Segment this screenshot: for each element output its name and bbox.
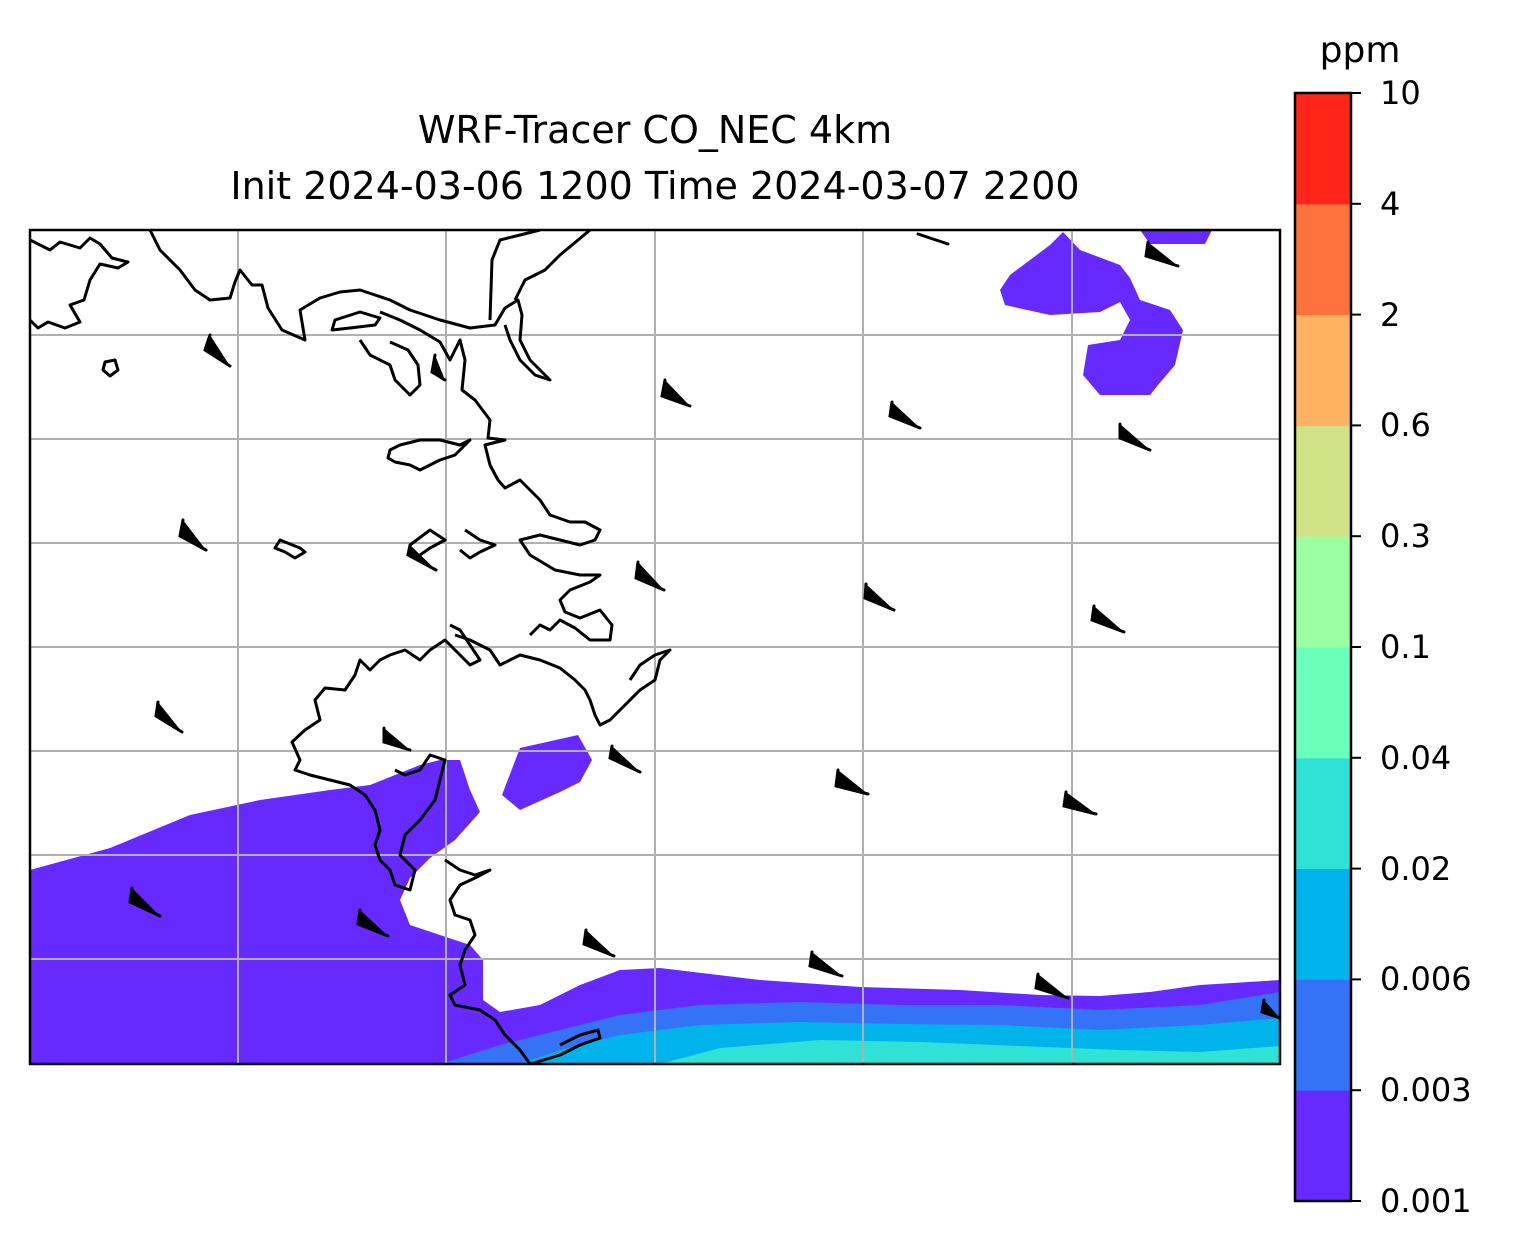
colorbar-band [1295,647,1351,759]
wind-barb [1144,240,1180,268]
gridlines [30,230,1280,1064]
wind-barb [660,378,692,408]
wind-barb [863,582,896,612]
map-frame [28,228,1282,1066]
colorbar-tick-label: 0.003 [1380,1071,1472,1110]
colorbar-band [1295,314,1351,426]
coastline-lower [444,858,602,1064]
coastline-cape [454,633,672,727]
colorbar-tick-label: 2 [1380,295,1401,334]
wind-barb [382,726,412,752]
wind-barb [582,928,616,958]
wind-barb [834,768,870,796]
chart-title-line2: Init 2024-03-06 1200 Time 2024-03-07 220… [230,164,1080,208]
colorbar-tick-label: 0.1 [1380,628,1431,666]
wind-barb [916,232,950,246]
colorbar-tick-label: 10 [1380,74,1421,112]
coastline-river [488,230,591,321]
coastline-south [290,623,482,892]
wind-barb [430,353,447,382]
wind-barb [154,700,184,734]
coastline-main [30,236,130,330]
coastline-islands3 [409,528,497,560]
colorbar-tick-label: 0.001 [1380,1182,1472,1220]
wind-barb [406,543,438,572]
coastline-peninsula [379,310,614,642]
colorbar-tick-label: 0.02 [1380,849,1452,888]
coastlines [30,230,672,1064]
colorbar-unit-label: ppm [1319,30,1401,71]
coastline-inlet [358,339,422,397]
colorbar-tick-label: 0.04 [1380,738,1452,777]
wind-barb [128,886,162,918]
wind-barbs [128,232,1280,1020]
colorbar-ticks [1351,92,1361,1202]
colorbar-tick-label: 0.006 [1380,960,1472,999]
colorbar-band [1295,757,1351,870]
colorbar-band [1295,93,1351,205]
wind-barb [808,950,844,978]
wind-barb [608,744,642,774]
colorbar [1295,93,1351,1202]
contour-0001-southwest [30,760,1280,1064]
colorbar-band [1295,425,1351,537]
wind-barb [1260,998,1280,1020]
colorbar-band [1295,979,1351,1091]
contour-fills [30,230,1280,1064]
wind-barb [1090,604,1126,634]
wind-barb [1118,422,1152,452]
colorbar-band [1295,203,1351,316]
colorbar-tick-label: 0.6 [1380,406,1431,445]
wind-barb [178,518,208,552]
colorbar-band [1295,1090,1351,1202]
wind-barb [888,400,922,430]
coastline-lake [101,358,120,378]
coastline-island2 [273,538,307,560]
colorbar-band [1295,536,1351,648]
wind-barb [1062,790,1098,816]
colorbar-tick-label: 0.3 [1380,517,1431,556]
contour-0001-top-patch [1140,230,1212,244]
wind-barb [203,333,232,368]
wind-barb [356,908,390,938]
colorbar-tick-label: 4 [1380,184,1401,223]
wind-barb [1034,972,1070,1000]
coastline-island1 [330,310,382,332]
coastline-bay [386,438,472,472]
contour-0001-island [502,735,592,810]
colorbar-band [1295,868,1351,980]
coastline-north [148,230,552,382]
wind-barb [634,560,666,592]
contour-0001-northeast [1000,232,1183,395]
contour-002-band [660,1040,1280,1064]
chart-title-line1: WRF-Tracer CO_NEC 4km [417,108,893,152]
